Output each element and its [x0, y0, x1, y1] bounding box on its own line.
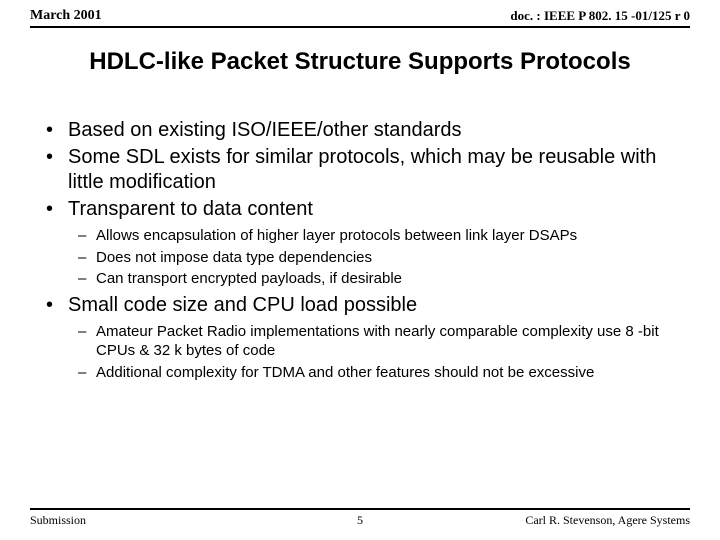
bullet-level-1: Small code size and CPU load possibleAma… — [40, 293, 690, 383]
footer-right: Carl R. Stevenson, Agere Systems — [525, 513, 690, 528]
header-date: March 2001 — [30, 8, 102, 24]
bullet-level-1: Transparent to data contentAllows encaps… — [40, 197, 690, 289]
footer-left: Submission — [30, 513, 86, 528]
bullet-level-1: Some SDL exists for similar protocols, w… — [40, 145, 690, 195]
slide-header: March 2001 doc. : IEEE P 802. 15 -01/125… — [30, 8, 690, 28]
bullet-level-1: Based on existing ISO/IEEE/other standar… — [40, 118, 690, 143]
bullet-level-2: Amateur Packet Radio implementations wit… — [68, 322, 690, 361]
slide-title: HDLC-like Packet Structure Supports Prot… — [30, 48, 690, 76]
bullet-level-2: Does not impose data type dependencies — [68, 248, 690, 268]
bullet-level-2: Allows encapsulation of higher layer pro… — [68, 226, 690, 246]
slide-footer: Submission 5 Carl R. Stevenson, Agere Sy… — [30, 508, 690, 528]
bullet-level-2: Can transport encrypted payloads, if des… — [68, 269, 690, 289]
slide-body: Based on existing ISO/IEEE/other standar… — [40, 118, 690, 386]
header-doc-number: doc. : IEEE P 802. 15 -01/125 r 0 — [510, 8, 690, 24]
bullet-level-2: Additional complexity for TDMA and other… — [68, 363, 690, 383]
